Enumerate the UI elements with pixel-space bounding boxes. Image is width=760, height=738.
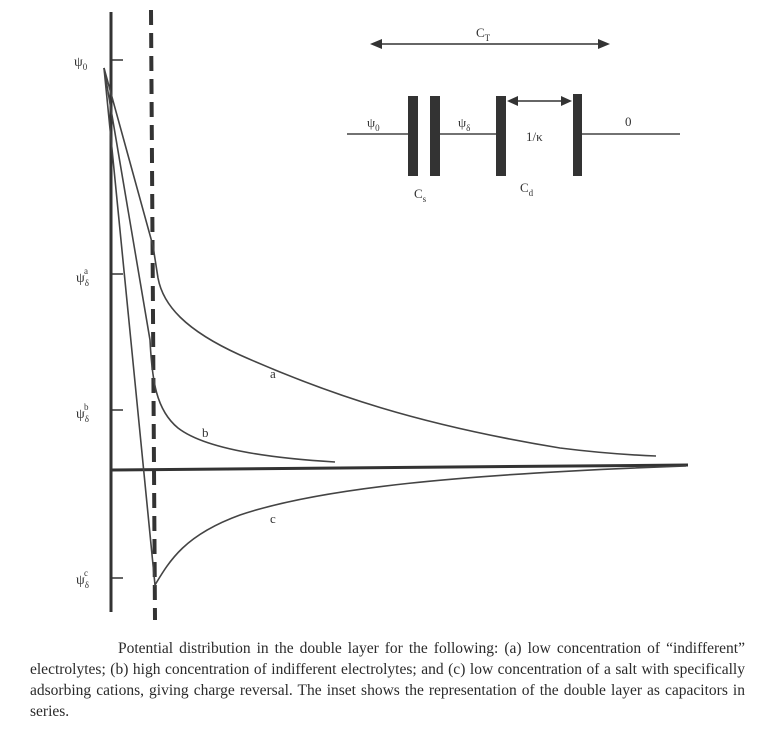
label-psi-delta-c: ψδc: [76, 568, 89, 590]
total-capacitance-arrow-right-head: [598, 39, 610, 49]
curve-b: [103, 67, 336, 463]
inset-zero-label: 0: [625, 114, 632, 129]
capacitor-inset: CT ψ0 ψδ 1/κ 0 Cs Cd: [347, 25, 680, 204]
total-capacitance-arrow-left-head: [370, 39, 382, 49]
debye-length-label: 1/κ: [526, 129, 543, 144]
stern-plane-dashed-line: [149, 9, 157, 620]
label-psi-delta-b: ψδb: [76, 402, 89, 424]
debye-length-arrow-right-head: [561, 96, 572, 106]
curve-c-label: c: [270, 511, 276, 526]
diffuse-capacitor-plate-1: [496, 96, 506, 176]
label-psi-delta-a: ψδa: [76, 266, 89, 288]
figure-caption: Potential distribution in the double lay…: [30, 640, 745, 720]
inset-psi-delta-label: ψδ: [458, 115, 470, 133]
total-capacitance-label: CT: [476, 25, 491, 43]
inset-psi0-label: ψ0: [367, 115, 380, 133]
diffuse-capacitance-label: Cd: [520, 180, 534, 198]
curve-c: [103, 67, 687, 588]
curve-a-label: a: [270, 366, 276, 381]
curve-b-label: b: [202, 425, 209, 440]
label-psi0: ψ0: [74, 55, 88, 72]
curve-a: [103, 67, 657, 457]
diffuse-capacitor-plate-2: [573, 94, 582, 176]
debye-length-arrow-left-head: [507, 96, 518, 106]
double-layer-diagram: ψ0 ψδa ψδb ψδc a b c CT: [74, 9, 689, 620]
stern-capacitance-label: Cs: [414, 186, 427, 204]
stern-capacitor-plate-1: [408, 96, 418, 176]
zero-potential-axis: [110, 463, 689, 472]
stern-capacitor-plate-2: [430, 96, 440, 176]
